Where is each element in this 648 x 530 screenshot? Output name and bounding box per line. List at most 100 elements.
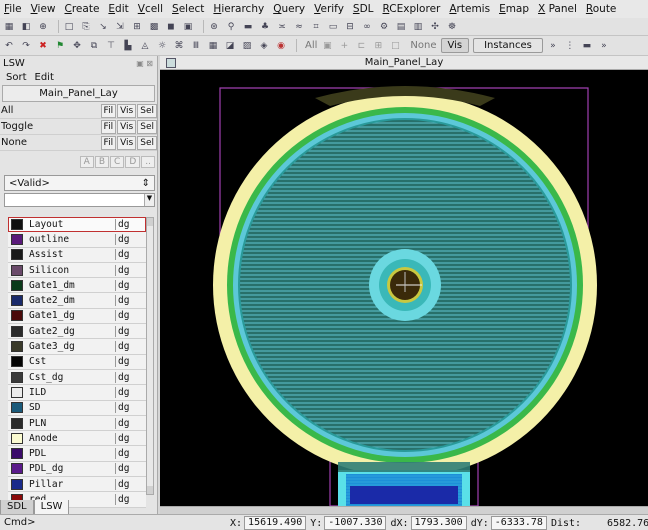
- palette-d-button[interactable]: D: [125, 156, 141, 168]
- menu-edit[interactable]: Edit: [108, 3, 129, 15]
- layout-icon[interactable]: ▨: [242, 40, 252, 51]
- sel-button[interactable]: Sel: [137, 103, 157, 118]
- layer-row[interactable]: Gate3_dg dg: [8, 339, 146, 355]
- palette-icon[interactable]: ◉: [277, 40, 285, 51]
- menu-artemis[interactable]: Artemis: [449, 3, 491, 15]
- instances-button[interactable]: Instances: [473, 38, 543, 53]
- redo-icon[interactable]: ↷: [22, 40, 30, 51]
- distribute-icon[interactable]: ≈: [295, 21, 303, 32]
- menu-select[interactable]: Select: [172, 3, 205, 15]
- chart-icon[interactable]: ▙: [124, 40, 132, 51]
- line-icon[interactable]: ▬: [243, 21, 253, 32]
- menu-query[interactable]: Query: [273, 3, 306, 15]
- duplicate-icon[interactable]: ⧉: [90, 40, 98, 51]
- menu-file[interactable]: File: [4, 3, 22, 15]
- layer-row[interactable]: PDL_dg dg: [8, 461, 146, 478]
- grid-icon[interactable]: ▩: [149, 21, 159, 32]
- vis-button[interactable]: Vis: [117, 103, 137, 118]
- layers-icon[interactable]: ▤: [396, 21, 406, 32]
- window-controls-icon[interactable]: ▣ ⊠: [136, 58, 153, 68]
- align-icon[interactable]: ≍: [278, 21, 286, 32]
- binoculars-icon[interactable]: ∞: [363, 21, 371, 32]
- menu-create[interactable]: Create: [64, 3, 100, 15]
- pin-icon[interactable]: ⚲: [227, 21, 235, 32]
- scrollbar-thumb[interactable]: [147, 226, 153, 486]
- layer-row[interactable]: Silicon dg: [8, 262, 146, 279]
- menu-x-panel[interactable]: X Panel: [538, 3, 577, 15]
- layer-row[interactable]: Layout dg: [8, 217, 146, 233]
- lsw-edit-menu[interactable]: Edit: [34, 71, 54, 83]
- select-all-button[interactable]: All: [305, 40, 318, 51]
- fil-button[interactable]: Fil: [100, 135, 117, 150]
- canvas-horizontal-scrollbar[interactable]: [160, 506, 648, 514]
- array-icon[interactable]: ⌗: [313, 21, 319, 32]
- fil-button[interactable]: Fil: [100, 119, 117, 134]
- stretch-icon[interactable]: ⇲: [116, 21, 124, 32]
- menu-emap[interactable]: Emap: [499, 3, 530, 15]
- menu-verify[interactable]: Verify: [314, 3, 344, 15]
- open-icon[interactable]: ◧: [21, 21, 31, 32]
- lsw-row-label[interactable]: Toggle: [1, 121, 34, 132]
- table-icon[interactable]: ▦: [208, 40, 218, 51]
- layer-row[interactable]: Gate1_dg dg: [8, 308, 146, 325]
- select-box-icon[interactable]: ▣: [323, 40, 332, 51]
- layer-row[interactable]: ILD dg: [8, 385, 146, 401]
- menu-hierarchy[interactable]: Hierarchy: [213, 3, 265, 15]
- layer-row[interactable]: SD dg: [8, 400, 146, 416]
- undo-icon[interactable]: ↶: [5, 40, 13, 51]
- shapes-icon[interactable]: ◈: [260, 40, 268, 51]
- menu-route[interactable]: Route: [585, 3, 617, 15]
- square-icon[interactable]: ◼: [167, 21, 175, 32]
- rectangle-icon[interactable]: □: [64, 21, 74, 32]
- more-icon[interactable]: »: [601, 40, 607, 51]
- palette-b-button[interactable]: B: [94, 156, 110, 168]
- fil-button[interactable]: Fil: [100, 103, 117, 118]
- layer-select-icon[interactable]: ◪: [225, 40, 235, 51]
- vis-button[interactable]: Vis: [117, 135, 137, 150]
- fill-icon[interactable]: ▣: [183, 21, 193, 32]
- menu-view[interactable]: View: [30, 3, 56, 15]
- layout-canvas[interactable]: [160, 70, 648, 506]
- move-icon[interactable]: ✥: [73, 40, 81, 51]
- layer-list-scrollbar[interactable]: [146, 217, 154, 495]
- hierarchy-icon[interactable]: ♣: [260, 21, 270, 32]
- chip-icon[interactable]: ▥: [413, 21, 423, 32]
- lsw-sort-menu[interactable]: Sort: [6, 71, 27, 83]
- select-edge-icon[interactable]: ⊏: [357, 40, 366, 51]
- zoom-icon[interactable]: ⊕: [39, 21, 47, 32]
- window-icon[interactable]: [166, 58, 176, 68]
- probe-icon[interactable]: ☼: [157, 40, 167, 51]
- delete-icon[interactable]: ✖: [39, 40, 47, 51]
- more-icon[interactable]: ..: [141, 156, 155, 168]
- lsw-row-label[interactable]: All: [1, 105, 14, 116]
- connect-icon[interactable]: ⌘: [174, 40, 184, 51]
- layer-row[interactable]: Pillar dg: [8, 477, 146, 493]
- layer-row[interactable]: Assist dg: [8, 247, 146, 263]
- layer-row[interactable]: Gate1_dm dg: [8, 278, 146, 294]
- chevron-down-icon[interactable]: ▼: [144, 194, 154, 206]
- layer-row[interactable]: Gate2_dm dg: [8, 293, 146, 309]
- select-none-button[interactable]: None: [410, 40, 437, 51]
- menu-icon[interactable]: ⋮: [565, 40, 575, 51]
- merge-icon[interactable]: ⊞: [133, 21, 141, 32]
- layer-row[interactable]: PDL dg: [8, 446, 146, 462]
- valid-layer-select[interactable]: <Valid> ⇕: [4, 175, 155, 191]
- select-grid-icon[interactable]: ⊞: [374, 40, 383, 51]
- menu-rcexplorer[interactable]: RCExplorer: [382, 3, 441, 15]
- vis-button[interactable]: Vis: [440, 38, 470, 53]
- sel-button[interactable]: Sel: [137, 135, 157, 150]
- network-icon[interactable]: ✣: [431, 21, 439, 32]
- route-icon[interactable]: ◬: [141, 40, 149, 51]
- layer-row[interactable]: Gate2_dg dg: [8, 324, 146, 340]
- extra-icon[interactable]: ▬: [582, 40, 592, 51]
- ruler-icon[interactable]: ⊟: [346, 21, 354, 32]
- path-icon[interactable]: ↘: [99, 21, 107, 32]
- palette-a-button[interactable]: A: [79, 156, 94, 168]
- save-icon[interactable]: ▦: [4, 21, 14, 32]
- monitor-icon[interactable]: ▭: [328, 21, 338, 32]
- command-prompt[interactable]: Cmd>: [4, 517, 36, 528]
- bus-icon[interactable]: Ⅲ: [192, 40, 200, 51]
- bug-icon[interactable]: ☸: [447, 21, 457, 32]
- layer-row[interactable]: Anode dg: [8, 431, 146, 447]
- lsw-row-label[interactable]: None: [1, 137, 28, 148]
